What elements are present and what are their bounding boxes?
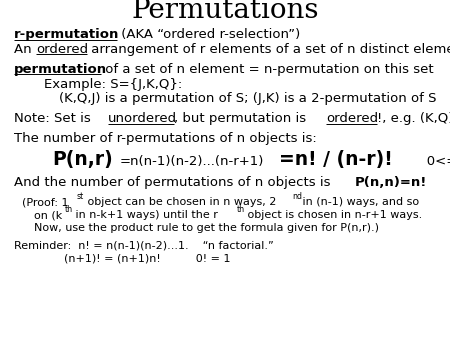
Text: of a set of n element = n-permutation on this set: of a set of n element = n-permutation on… [101, 63, 434, 76]
Text: (K,Q,J) is a permutation of S; (J,K) is a 2-permutation of S: (K,Q,J) is a permutation of S; (J,K) is … [59, 92, 436, 105]
Text: 0<=r<=n: 0<=r<=n [414, 154, 450, 168]
Text: object is chosen in n-r+1 ways.: object is chosen in n-r+1 ways. [244, 210, 423, 220]
Text: in n-k+1 ways) until the r: in n-k+1 ways) until the r [72, 210, 218, 220]
Text: (Proof: 1: (Proof: 1 [22, 197, 68, 207]
Text: in (n-1) ways, and so: in (n-1) ways, and so [299, 197, 419, 207]
Text: =n! / (n-r)!: =n! / (n-r)! [279, 149, 393, 169]
Text: (AKA “ordered r-selection”): (AKA “ordered r-selection”) [117, 28, 300, 41]
Text: st: st [77, 192, 84, 201]
Text: An: An [14, 43, 36, 56]
Text: Now, use the product rule to get the formula given for P(n,r).): Now, use the product rule to get the for… [34, 223, 379, 233]
Text: And the number of permutations of n objects is: And the number of permutations of n obje… [14, 176, 335, 189]
Text: th: th [237, 205, 245, 214]
Text: Note: Set is: Note: Set is [14, 112, 95, 125]
Text: =n(n-1)(n-2)...(n-r+1): =n(n-1)(n-2)...(n-r+1) [120, 154, 264, 168]
Text: , but permutation is: , but permutation is [174, 112, 310, 125]
Text: permutation: permutation [14, 63, 107, 76]
Text: unordered: unordered [108, 112, 177, 125]
Text: object can be chosen in n ways, 2: object can be chosen in n ways, 2 [84, 197, 277, 207]
Text: Permutations: Permutations [131, 0, 319, 24]
Text: The number of r-permutations of n objects is:: The number of r-permutations of n object… [14, 132, 317, 145]
Text: th: th [64, 205, 73, 214]
Text: ordered: ordered [326, 112, 378, 125]
Text: on (k: on (k [34, 210, 62, 220]
Text: r-permutation: r-permutation [14, 28, 119, 41]
Text: P(n,n)=n!: P(n,n)=n! [355, 176, 428, 189]
Text: !, e.g. (K,Q)≠(Q,K): !, e.g. (K,Q)≠(Q,K) [377, 112, 450, 125]
Text: Example: S={J,K,Q}:: Example: S={J,K,Q}: [44, 78, 182, 91]
Text: nd: nd [292, 192, 302, 201]
Text: arrangement of r elements of a set of n distinct elements.: arrangement of r elements of a set of n … [86, 43, 450, 56]
Text: ordered: ordered [36, 43, 88, 56]
Text: (n+1)! = (n+1)n!          0! = 1: (n+1)! = (n+1)n! 0! = 1 [64, 254, 230, 264]
Text: Reminder:  n! = n(n-1)(n-2)...1.    “n factorial.”: Reminder: n! = n(n-1)(n-2)...1. “n facto… [14, 241, 274, 251]
Text: P(n,r): P(n,r) [52, 149, 113, 169]
